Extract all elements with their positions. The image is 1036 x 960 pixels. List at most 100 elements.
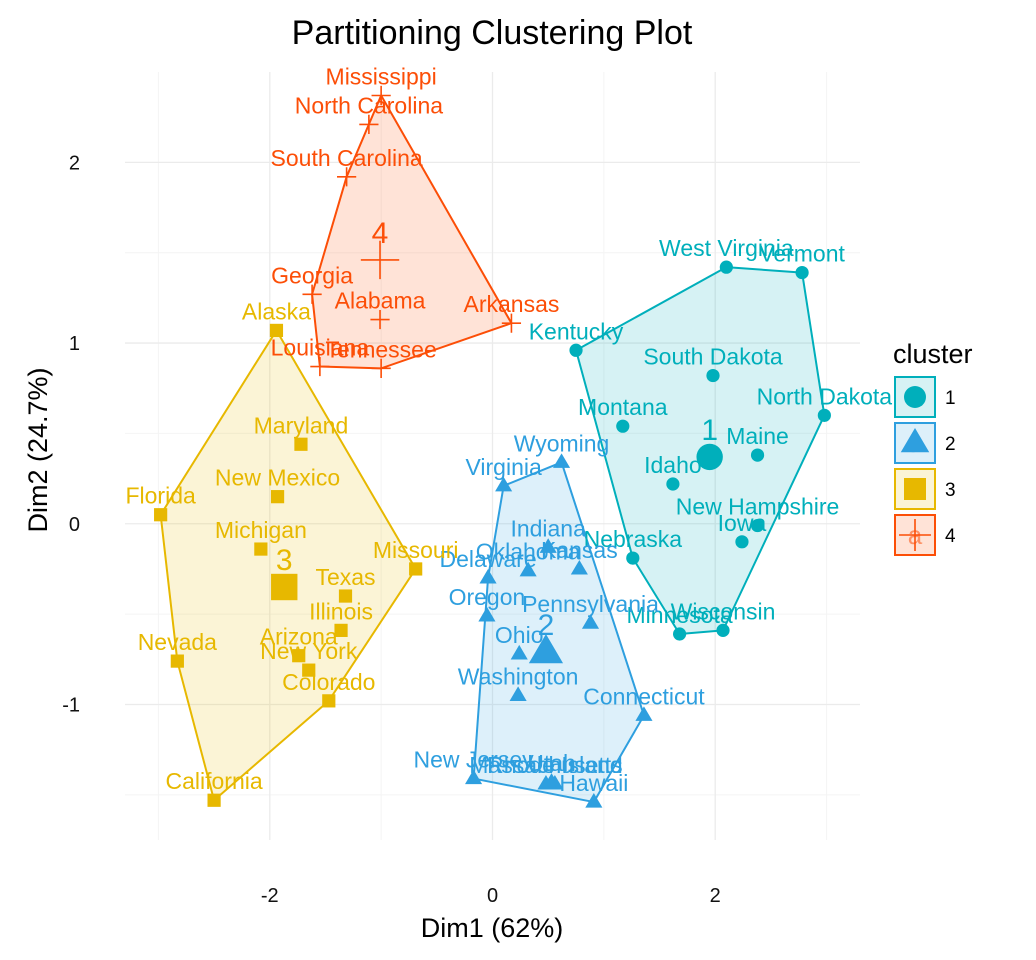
data-point — [478, 606, 496, 622]
point-label: Colorado — [282, 669, 375, 695]
data-point — [672, 627, 687, 641]
point-label: New York — [260, 638, 358, 664]
point-label: Kentucky — [529, 318, 624, 344]
data-points — [154, 85, 831, 808]
point-label: Kansas — [541, 537, 618, 563]
data-point — [269, 323, 284, 338]
data-point — [154, 508, 168, 522]
grid — [125, 72, 860, 840]
point-label: Illinois — [309, 598, 373, 624]
point-label: Arizona — [260, 624, 338, 650]
cluster-center-1 — [696, 443, 723, 471]
point-label: Oregon — [449, 584, 526, 610]
point-label: Michigan — [215, 517, 307, 543]
data-point — [750, 518, 765, 533]
point-label: Minnesota — [627, 602, 733, 628]
data-point — [635, 706, 653, 721]
point-label: Idaho — [644, 452, 702, 478]
point-label: Indiana — [510, 515, 586, 541]
point-label: Alabama — [335, 288, 426, 314]
point-label: Maryland — [254, 412, 349, 438]
data-point — [585, 793, 603, 808]
point-label: California — [166, 768, 263, 794]
point-label: Vermont — [759, 241, 845, 267]
point-label: Mississippi — [326, 63, 437, 89]
point-label: Delaware — [439, 546, 536, 572]
data-point — [795, 265, 809, 280]
legend-marker — [900, 428, 930, 453]
legend-label: 4 — [945, 526, 956, 547]
x-axis-title: Dim1 (62%) — [421, 913, 564, 943]
legend: cluster a1a2a3a4 — [893, 339, 973, 556]
legend-keys: a1a2a3a4 — [894, 376, 956, 556]
y-tick-label: 2 — [69, 152, 80, 174]
point-label: West Virginia — [659, 235, 794, 261]
point-label: Massachusetts — [469, 752, 622, 778]
point-label: Maine — [726, 423, 789, 449]
cluster-center-label: 4 — [372, 217, 389, 250]
point-label: Virginia — [465, 454, 541, 480]
data-point — [370, 309, 390, 330]
data-point — [359, 114, 379, 135]
legend-key-3: a3 — [894, 468, 956, 510]
point-label: Georgia — [271, 262, 353, 288]
cluster-center-label: 1 — [701, 414, 718, 447]
point-label: Washington — [458, 663, 579, 689]
legend-label: 3 — [945, 480, 956, 501]
axis-ticks: -2 0 2 -1 0 1 2 — [62, 152, 721, 907]
point-label: North Carolina — [295, 92, 443, 118]
data-point — [716, 623, 730, 637]
data-point — [334, 623, 348, 637]
y-axis-title: Dim2 (24.7%) — [23, 367, 53, 532]
x-tick-label: 2 — [710, 885, 721, 907]
data-point — [207, 793, 221, 807]
x-tick-label: 0 — [487, 885, 498, 907]
data-point — [569, 343, 583, 357]
cluster-center-3 — [271, 573, 298, 601]
data-point — [539, 538, 557, 553]
point-label: Nebraska — [584, 526, 683, 552]
data-point — [542, 773, 561, 788]
cluster-center-2 — [528, 634, 564, 664]
data-point — [322, 694, 336, 708]
data-point — [706, 368, 720, 383]
legend-label: 1 — [945, 388, 956, 409]
data-point — [616, 419, 630, 433]
point-label: Wyoming — [514, 430, 610, 456]
data-point — [465, 769, 483, 785]
data-point — [270, 490, 285, 504]
point-label: Alaska — [242, 298, 311, 324]
data-point — [302, 284, 322, 304]
point-label: New Hampshire — [676, 494, 840, 520]
point-label: Connecticut — [583, 683, 705, 709]
y-tick-label: 0 — [69, 514, 80, 536]
data-point — [409, 562, 423, 576]
point-label: Wisconsin — [671, 598, 776, 624]
point-label: Tennessee — [326, 336, 437, 362]
data-point — [292, 649, 306, 663]
data-point — [510, 644, 528, 660]
point-label: Rhode Island — [487, 752, 623, 778]
data-point — [495, 476, 513, 492]
legend-marker — [899, 519, 931, 551]
data-point — [570, 559, 588, 575]
point-label: Montana — [578, 394, 668, 420]
data-point — [750, 448, 765, 462]
point-label: Hawaii — [559, 770, 628, 796]
point-label: South Carolina — [271, 145, 423, 171]
data-point — [581, 614, 600, 629]
data-point — [509, 686, 527, 702]
data-point — [254, 542, 268, 556]
legend-key-2: a2 — [894, 422, 956, 464]
data-point — [170, 654, 184, 668]
point-label: Utah — [527, 750, 576, 776]
data-point — [294, 437, 308, 451]
point-label: Oklahoma — [476, 539, 581, 565]
legend-label: 2 — [945, 434, 956, 455]
data-point — [552, 453, 571, 468]
cluster-hulls — [159, 94, 826, 804]
point-label: Ohio — [495, 622, 544, 648]
